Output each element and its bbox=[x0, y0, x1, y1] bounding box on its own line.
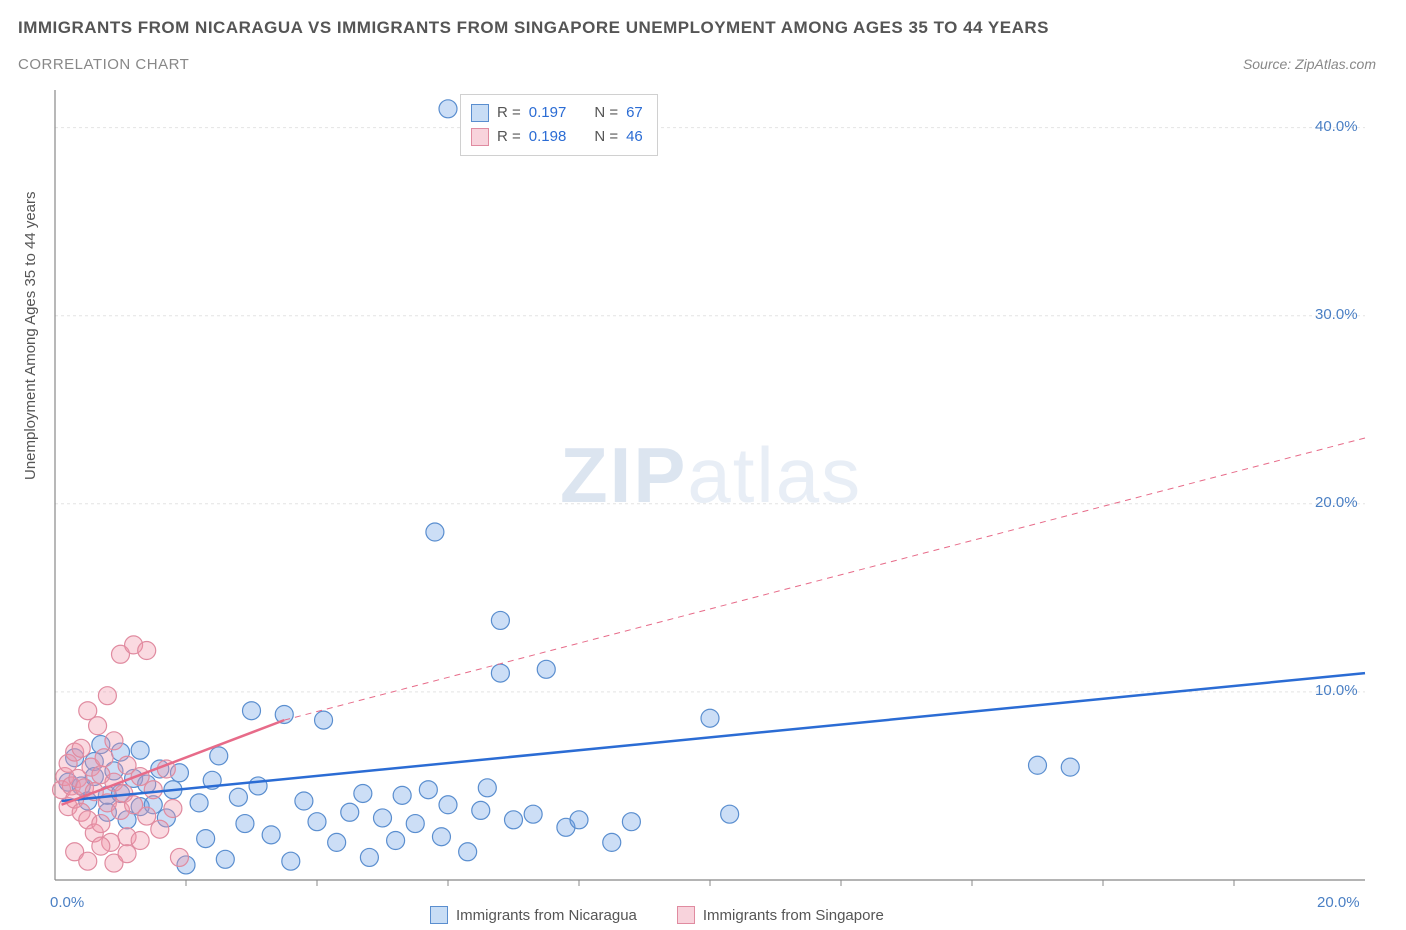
y-tick-label: 10.0% bbox=[1315, 682, 1358, 699]
series-legend: Immigrants from Nicaragua Immigrants fro… bbox=[430, 906, 884, 924]
swatch-singapore bbox=[471, 128, 489, 146]
legend-label-singapore: Immigrants from Singapore bbox=[703, 907, 884, 924]
scatter-chart bbox=[0, 0, 1406, 930]
x-tick-label: 20.0% bbox=[1317, 894, 1360, 911]
legend-label-nicaragua: Immigrants from Nicaragua bbox=[456, 907, 637, 924]
swatch-nicaragua bbox=[471, 104, 489, 122]
swatch-singapore bbox=[677, 906, 695, 924]
correlation-legend: R = 0.197 N = 67 R = 0.198 N = 46 bbox=[460, 94, 658, 156]
n-label: N = bbox=[594, 101, 618, 125]
legend-row-singapore: R = 0.198 N = 46 bbox=[471, 125, 643, 149]
n-value-nicaragua: 67 bbox=[626, 101, 643, 125]
r-label: R = bbox=[497, 125, 521, 149]
y-tick-label: 30.0% bbox=[1315, 306, 1358, 323]
legend-row-nicaragua: R = 0.197 N = 67 bbox=[471, 101, 643, 125]
swatch-nicaragua bbox=[430, 906, 448, 924]
legend-item-nicaragua: Immigrants from Nicaragua bbox=[430, 906, 637, 924]
legend-item-singapore: Immigrants from Singapore bbox=[677, 906, 884, 924]
x-tick-label: 0.0% bbox=[50, 894, 84, 911]
r-value-singapore: 0.198 bbox=[529, 125, 567, 149]
y-tick-label: 40.0% bbox=[1315, 118, 1358, 135]
y-tick-label: 20.0% bbox=[1315, 494, 1358, 511]
n-label: N = bbox=[594, 125, 618, 149]
r-label: R = bbox=[497, 101, 521, 125]
n-value-singapore: 46 bbox=[626, 125, 643, 149]
r-value-nicaragua: 0.197 bbox=[529, 101, 567, 125]
